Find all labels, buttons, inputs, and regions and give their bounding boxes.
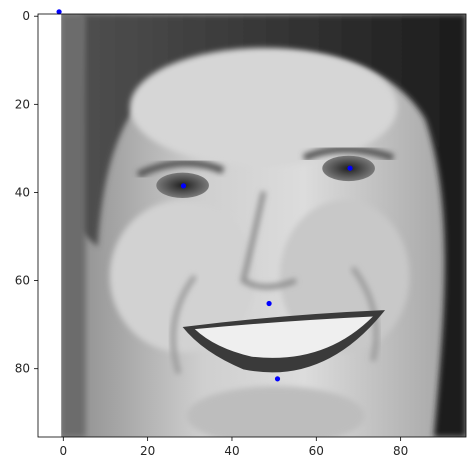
landmark-point [56,9,62,15]
left-eyebrow [136,159,225,178]
teeth [194,316,373,358]
y-tick-label: 20 [15,97,30,111]
x-tick-label: 80 [393,444,408,458]
x-axis-ticks: 0 20 40 60 80 [59,437,408,458]
landmark-point [347,165,353,171]
left-edge-shadow [61,14,86,437]
x-tick-label: 40 [224,444,239,458]
axes-frame [37,13,467,438]
y-axis-ticks: 0 20 40 60 80 [15,9,38,376]
landmark-point [180,183,187,189]
chin [186,386,365,437]
hair-shadow [73,14,466,437]
left-smile-fold [170,274,197,375]
landmark-point [266,300,272,307]
forehead-highlight [130,47,398,167]
y-tick-label: 60 [15,274,30,288]
x-tick-label: 60 [309,444,324,458]
face-image [61,14,467,437]
x-tick-label: 20 [140,444,155,458]
y-tick-label: 0 [22,9,30,23]
landmark-point [274,376,281,382]
right-eyebrow [302,145,395,162]
y-tick-label: 40 [15,185,30,199]
left-cheek [109,200,256,353]
y-tick-label: 80 [15,362,30,376]
x-tick-label: 0 [59,444,67,458]
landmark-points [56,9,353,382]
nose-shading [240,191,297,290]
